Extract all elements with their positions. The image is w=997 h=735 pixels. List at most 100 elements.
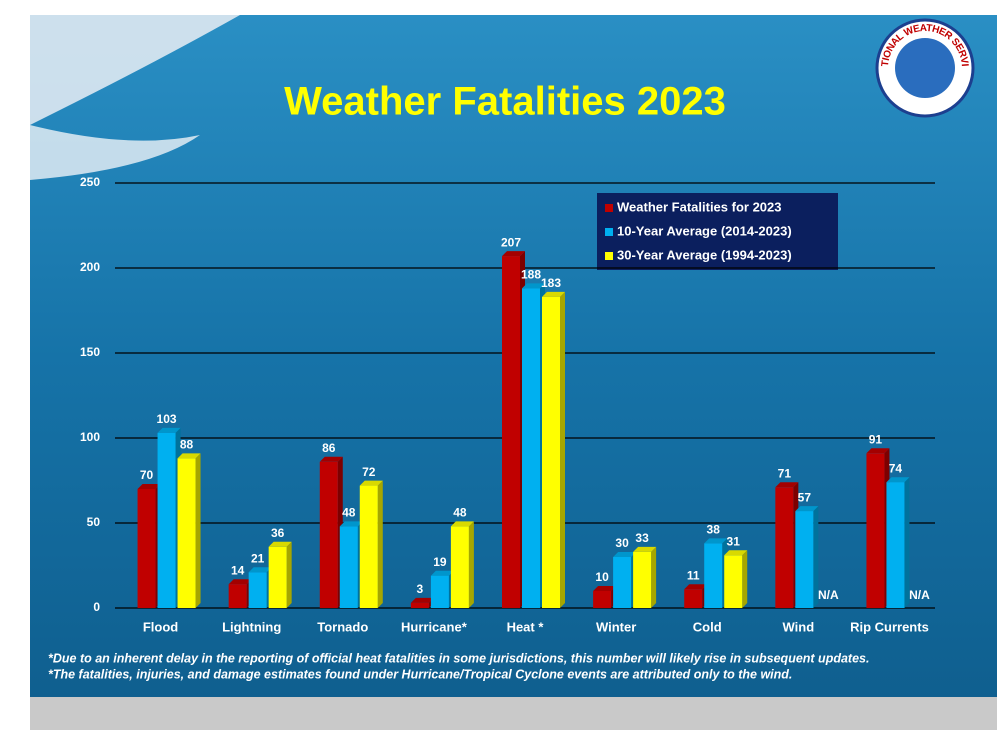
bar-top — [137, 484, 161, 489]
swoosh — [30, 15, 240, 125]
value-label: 91 — [869, 432, 883, 446]
logo-inner — [895, 38, 955, 98]
bar — [775, 487, 794, 608]
bar — [430, 575, 449, 608]
x-tick-label: Rip Currents — [850, 619, 929, 634]
bar-depth — [195, 453, 201, 608]
x-tick-label: Cold — [693, 619, 722, 634]
bar-depth — [904, 477, 910, 608]
value-label: 74 — [889, 461, 903, 475]
x-tick-label: Tornado — [317, 619, 368, 634]
value-label: 188 — [521, 268, 541, 282]
bar — [177, 458, 196, 608]
legend-label: Weather Fatalities for 2023 — [617, 199, 782, 214]
y-tick-label: 0 — [93, 600, 100, 614]
bar-depth — [813, 506, 819, 608]
bar-top — [775, 482, 799, 488]
bar — [450, 526, 469, 608]
bar — [157, 432, 176, 608]
bar-top — [724, 550, 748, 556]
value-label: N/A — [818, 588, 839, 602]
bar-depth — [742, 550, 748, 608]
bar — [228, 584, 247, 608]
value-label: 3 — [417, 582, 424, 596]
value-label: 48 — [342, 506, 356, 520]
chart-title: Weather Fatalities 2023 — [284, 80, 726, 124]
footnote: *The fatalities, injuries, and damage es… — [48, 667, 792, 681]
bar — [704, 543, 723, 608]
bar-top — [886, 477, 910, 483]
bar-depth — [560, 291, 565, 608]
bar — [410, 602, 429, 608]
bar-top — [866, 448, 890, 454]
bar-top — [430, 570, 454, 576]
swoosh — [30, 125, 200, 180]
value-label: 36 — [271, 526, 285, 540]
bar-top — [319, 456, 343, 462]
x-tick-label: Wind — [783, 619, 815, 634]
value-label: 70 — [140, 468, 154, 482]
value-label: 71 — [778, 466, 792, 480]
bar-top — [522, 283, 545, 289]
y-tick-label: 150 — [80, 345, 100, 359]
x-tick-label: Lightning — [222, 619, 281, 634]
bar-top — [228, 579, 252, 585]
value-label: N/A — [909, 588, 930, 602]
bar — [542, 296, 560, 608]
legend-label: 10-Year Average (2014-2023) — [617, 223, 792, 238]
y-tick-label: 250 — [80, 175, 100, 189]
value-label: 38 — [707, 523, 721, 537]
bar-depth — [286, 541, 292, 608]
bar-top — [359, 480, 383, 486]
bar-top — [704, 538, 728, 544]
legend-swatch — [605, 204, 613, 212]
bar-depth — [651, 546, 657, 608]
bar-top — [542, 291, 565, 297]
legend-swatch — [605, 228, 613, 236]
bar — [359, 485, 378, 608]
value-label: 19 — [433, 555, 447, 569]
bar — [684, 589, 703, 608]
x-tick-label: Heat * — [507, 619, 545, 634]
bar-top — [177, 453, 201, 459]
bar — [502, 256, 520, 608]
bar — [593, 591, 612, 608]
bar — [137, 489, 156, 608]
x-tick-label: Hurricane* — [401, 619, 468, 634]
x-tick-label: Winter — [596, 619, 636, 634]
bar — [795, 511, 814, 608]
bar — [339, 526, 358, 608]
y-tick-label: 200 — [80, 260, 100, 274]
bar-top — [410, 597, 434, 603]
y-tick-label: 100 — [80, 430, 100, 444]
y-tick-label: 50 — [87, 515, 101, 529]
bar-top — [795, 506, 819, 512]
bar-top — [613, 552, 637, 557]
value-label: 103 — [157, 412, 177, 426]
bar — [522, 288, 540, 608]
value-label: 14 — [231, 563, 245, 577]
legend-label: 30-Year Average (1994-2023) — [617, 247, 792, 262]
bar-top — [633, 546, 657, 552]
bar — [268, 546, 287, 608]
legend — [597, 193, 838, 270]
value-label: 86 — [322, 441, 336, 455]
value-label: 31 — [727, 534, 741, 548]
value-label: 10 — [595, 570, 609, 584]
bar-depth — [468, 521, 474, 608]
value-label: 33 — [635, 531, 649, 545]
bar-depth — [377, 480, 383, 608]
bar-top — [450, 521, 474, 527]
footer-band — [30, 697, 997, 730]
footnote: *Due to an inherent delay in the reporti… — [48, 651, 869, 665]
x-tick-label: Flood — [143, 619, 178, 634]
bar-top — [157, 427, 181, 433]
value-label: 72 — [362, 465, 376, 479]
value-label: 30 — [615, 536, 629, 550]
value-label: 88 — [180, 438, 194, 452]
bar-top — [502, 251, 525, 257]
value-label: 21 — [251, 551, 265, 565]
bar — [248, 572, 267, 608]
value-label: 11 — [687, 568, 700, 582]
